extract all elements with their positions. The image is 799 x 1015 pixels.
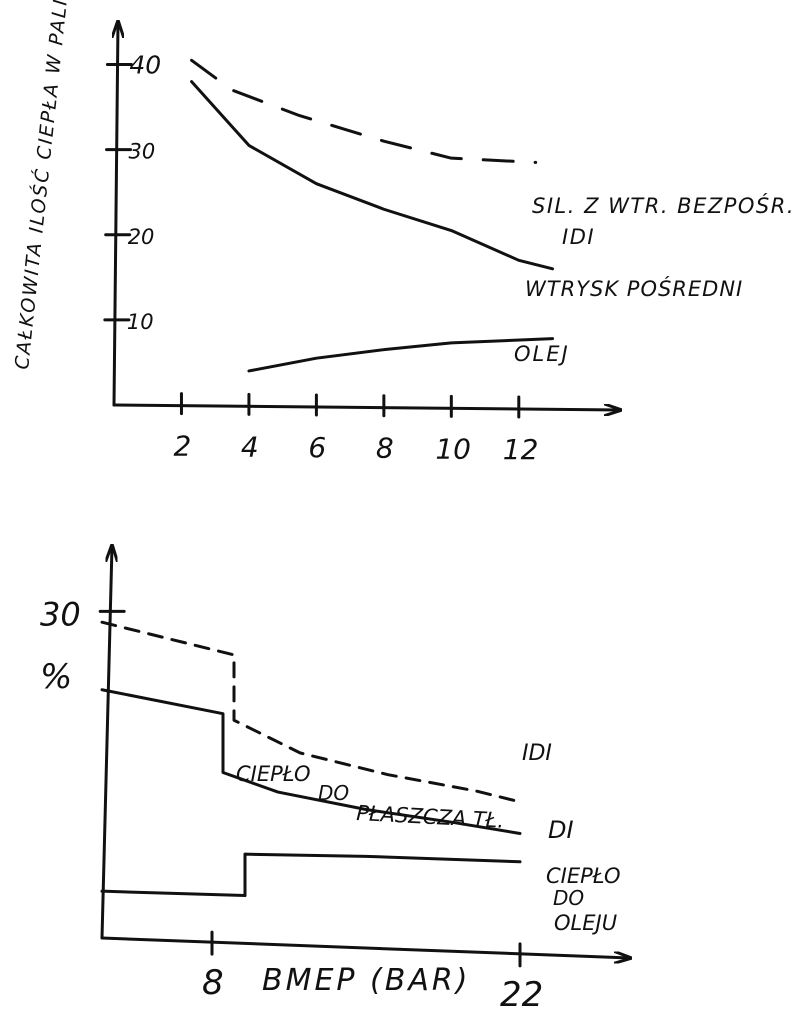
bottom-label-jacket-3: PŁASZCZA TŁ. xyxy=(356,801,505,833)
bottom-ticks: 8 22 30 xyxy=(40,595,543,1015)
top-legend-idi-1: SIL. Z WTR. BEZPOŚR. xyxy=(532,193,795,218)
top-ticks: 2 4 6 8 10 12 10 20 30 40 xyxy=(103,51,539,466)
bottom-ytick-label: 30 xyxy=(40,595,81,633)
top-series xyxy=(190,58,555,373)
top-legend-olej: OLEJ xyxy=(514,342,570,366)
bottom-y-axis xyxy=(100,546,112,940)
bottom-label-oil-1: CIEPŁO xyxy=(546,864,620,888)
top-xtick-label: 4 xyxy=(241,430,259,463)
chart-bottom: 8 22 30 % BMEP (BAR) IDI CIEPŁO DO PŁASZCZ… xyxy=(40,546,630,1015)
top-xtick-label: 6 xyxy=(308,431,326,464)
top-series-line-0 xyxy=(190,58,538,164)
bottom-label-oil-3: OLEJU xyxy=(554,911,617,935)
top-series-line-2 xyxy=(247,337,555,373)
bottom-label-di: DI xyxy=(548,816,574,844)
top-series-line-1 xyxy=(190,80,555,271)
chart-top: 2 4 6 8 10 12 10 20 30 40 CAŁKOWITA ILOŚĆ CIEPŁA … xyxy=(9,0,795,466)
top-y-axis xyxy=(114,22,118,407)
bottom-xtick-label: 8 xyxy=(202,963,224,1003)
bottom-series-line-2 xyxy=(100,852,522,898)
top-ytick-label: 40 xyxy=(129,51,161,80)
bottom-label-jacket-2: DO xyxy=(318,781,349,805)
top-x-axis xyxy=(112,403,620,410)
top-ytick-label: 10 xyxy=(127,310,154,334)
bottom-xtick-label: 22 xyxy=(500,975,543,1015)
top-xtick-label: 10 xyxy=(435,432,471,465)
bottom-x-axis xyxy=(100,936,630,958)
bottom-series xyxy=(100,620,522,898)
top-xtick-label: 12 xyxy=(503,433,539,466)
top-legend-wtrysk: WTRYSK POŚREDNI xyxy=(525,276,743,301)
top-ylabel: CAŁKOWITA ILOŚĆ CIEPŁA W PALIWIE. xyxy=(9,0,77,371)
bottom-xlabel: BMEP (BAR) xyxy=(262,963,470,998)
top-legend-idi-2: IDI xyxy=(562,225,595,249)
top-xtick-label: 8 xyxy=(376,432,394,465)
top-ytick-label: 30 xyxy=(129,140,156,164)
bottom-label-oil-2: DO xyxy=(553,886,584,910)
bottom-label-jacket-1: CIEPŁO xyxy=(236,762,310,786)
bottom-ylabel-percent: % xyxy=(40,657,72,697)
bottom-label-idi: IDI xyxy=(522,741,552,766)
bottom-series-line-1 xyxy=(100,688,522,835)
top-xtick-label: 2 xyxy=(173,430,191,463)
top-ytick-label: 20 xyxy=(128,225,155,249)
bottom-series-line-0 xyxy=(100,620,522,804)
